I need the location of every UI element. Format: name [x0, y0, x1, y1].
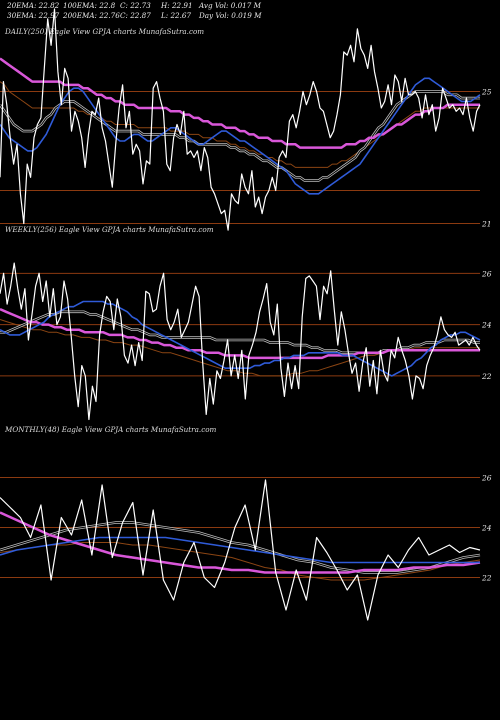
monthly-tick-label-2: 22 [481, 574, 492, 583]
monthly-ema-gray-band [0, 521, 481, 574]
monthly-ema-gray-core [0, 522, 481, 573]
daily-ema-brown-line [0, 81, 480, 168]
monthly-tick-label-0: 26 [481, 474, 492, 483]
weekly-tick-label-0: 26 [481, 269, 492, 278]
header-avg-vol: Avg Vol: 0.017 M [199, 1, 261, 10]
weekly-chart-title: WEEKLY(256) Eagle View GPJA charts Munaf… [5, 225, 214, 234]
header-low: L: 22.67 [161, 11, 192, 20]
monthly-tick-label-1: 24 [481, 524, 492, 533]
daily-price-line [0, 8, 481, 231]
weekly-ema-gray-core [0, 311, 480, 354]
monthly-ema-magenta-line [0, 511, 481, 574]
header-high: H: 22.91 [161, 1, 193, 10]
weekly-price-line [0, 262, 481, 421]
header-100ema: 100EMA: 22.8 [63, 1, 116, 10]
daily-ema-magenta-line [0, 57, 480, 149]
header-30ema: 30EMA: 22.97 [7, 11, 60, 20]
daily-tick-label-1: 21 [481, 220, 492, 229]
weekly-tick-label-1: 24 [481, 321, 492, 330]
daily-chart-title: DAILY(250) Eagle View GPJA charts Munafa… [5, 27, 205, 36]
header-close: C: 22.73 [120, 1, 151, 10]
monthly-chart-title: MONTHLY(48) Eagle View GPJA charts Munaf… [5, 425, 217, 434]
header-day-vol: Day Vol: 0.019 M [199, 11, 262, 20]
daily-ema-blue-line [0, 77, 481, 195]
daily-ema-gray-core [0, 91, 480, 182]
monthly-ema-blue-line [0, 536, 480, 564]
daily-tick-label-0: 25 [481, 88, 492, 97]
weekly-ema-magenta-line [0, 308, 480, 360]
header-20ema: 20EMA: 22.82 [7, 1, 60, 10]
weekly-tick-label-2: 22 [481, 372, 492, 381]
header-close-2: C: 22.87 [120, 11, 151, 20]
header-200ema: 200EMA: 22.76 [63, 11, 120, 20]
daily-ema-gray-band [0, 90, 480, 182]
monthly-price-line [0, 479, 481, 621]
